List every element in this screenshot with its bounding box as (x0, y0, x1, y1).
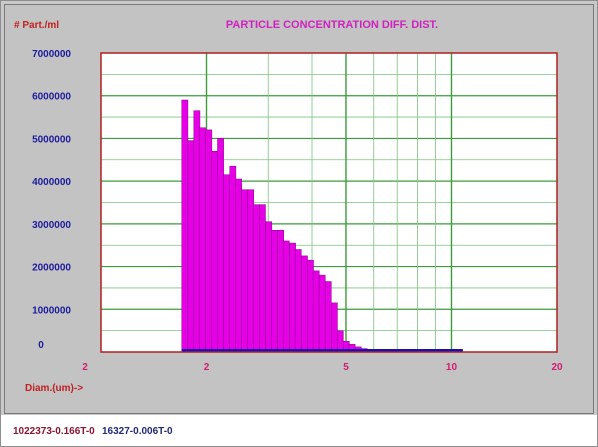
x-tick-label: 10 (446, 362, 458, 373)
histogram-bar (265, 221, 273, 353)
x-tick-label: 20 (551, 362, 563, 373)
plot-border (100, 52, 558, 353)
x-tick-label: 2 (82, 362, 88, 373)
histogram-bar (289, 242, 296, 353)
histogram-bar (217, 138, 224, 353)
x-tick-labels: 2 2 5 10 20 (82, 362, 563, 373)
histogram-bar (336, 330, 344, 353)
sample-code-primary: 1022373-0.166T-0 (13, 426, 95, 437)
histogram-bar (301, 255, 308, 353)
y-tick-label: 7000000 (32, 49, 71, 60)
histogram-bar (331, 302, 338, 353)
footer: 1022373-0.166T-0 16327-0.006T-0 (1, 415, 597, 446)
histogram-bar (277, 230, 284, 353)
bar-series (181, 99, 458, 353)
histogram-bar (235, 178, 242, 353)
x-tick-label: 5 (343, 362, 349, 373)
x-axis-label: Diam.(um)-> (25, 383, 83, 394)
histogram-bar (259, 204, 266, 353)
histogram-bar (312, 270, 320, 353)
histogram-bar (294, 249, 302, 353)
y-tick-label: 1000000 (32, 305, 71, 316)
histogram-bar (253, 204, 260, 353)
histogram-bar (324, 281, 332, 353)
chart-panel: 7000000 6000000 5000000 4000000 3000000 20000… (4, 4, 594, 414)
histogram-bar (193, 110, 201, 353)
y-tick-label: 2000000 (32, 263, 71, 274)
y-tick-label: 4000000 (32, 177, 71, 188)
histogram-bar (205, 129, 213, 353)
histogram-bar (223, 174, 231, 353)
minor-grid (101, 53, 557, 352)
histogram-bar (241, 189, 249, 353)
chart-canvas: 7000000 6000000 5000000 4000000 3000000 20000… (14, 19, 563, 394)
histogram-bar (187, 140, 195, 353)
y-axis-label: # Part./ml (14, 20, 59, 31)
histogram-bar (199, 127, 206, 353)
histogram-bar (307, 259, 314, 353)
histogram-bar (229, 165, 237, 353)
y-tick-label: 3000000 (32, 220, 71, 231)
x-tick-label: 2 (204, 362, 210, 373)
chart-title: PARTICLE CONCENTRATION DIFF. DIST. (226, 19, 438, 31)
sample-code-secondary: 16327-0.006T-0 (102, 426, 173, 437)
y-tick-label: 0 (38, 340, 44, 351)
y-tick-label: 6000000 (32, 92, 71, 103)
y-tick-label: 5000000 (32, 134, 71, 145)
histogram-bar (247, 189, 255, 353)
histogram-bar (211, 150, 219, 353)
y-tick-labels: 7000000 6000000 5000000 4000000 3000000 20000… (32, 49, 71, 351)
histogram-bar (181, 99, 189, 353)
histogram-bar (282, 240, 290, 353)
histogram-bar (318, 274, 326, 353)
histogram-bar (270, 230, 278, 353)
